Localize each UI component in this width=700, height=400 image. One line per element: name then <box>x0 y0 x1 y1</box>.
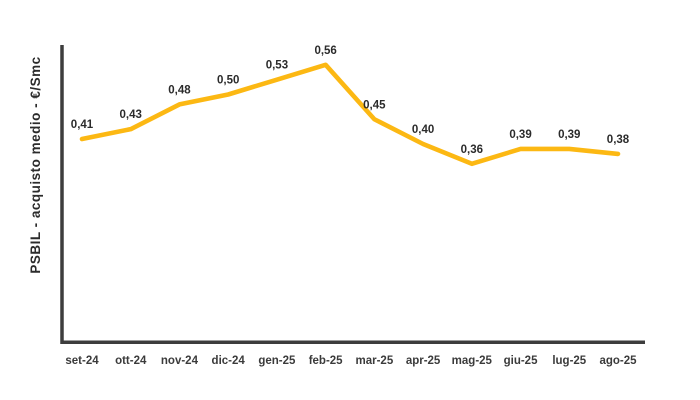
data-point-label: 0,50 <box>217 75 239 87</box>
x-axis-tick-label: feb-25 <box>309 355 343 367</box>
trend-line <box>79 62 621 167</box>
data-point-label: 0,40 <box>412 124 434 136</box>
x-axis-tick-label: gen-25 <box>258 355 296 367</box>
x-axis-tick-label: ago-25 <box>599 355 637 367</box>
data-point-label: 0,53 <box>266 60 288 72</box>
data-point-label: 0,41 <box>71 119 94 131</box>
data-point-label: 0,38 <box>607 134 630 146</box>
x-axis-tick-label: ott-24 <box>115 355 147 367</box>
x-axis-tick-label: giu-25 <box>504 355 538 367</box>
data-point-label: 0,45 <box>363 99 386 111</box>
data-point-label: 0,48 <box>168 84 191 96</box>
x-axis-ticks: set-24 ott-24 nov-24 dic-24 gen-25 feb-25 mar-… <box>65 355 637 367</box>
data-point-label: 0,56 <box>314 45 336 57</box>
data-point-label: 0,39 <box>509 129 531 141</box>
x-axis-tick-label: dic-24 <box>212 355 246 367</box>
x-axis-tick-label: lug-25 <box>552 355 586 367</box>
data-series: 0,41 0,43 0,48 0,50 0,53 0,56 0,45 0,40 0,36 0,39… <box>71 45 630 167</box>
x-axis-tick-label: mag-25 <box>452 355 493 367</box>
x-axis-tick-label: nov-24 <box>161 355 199 367</box>
x-axis-tick-label: apr-25 <box>406 355 441 367</box>
x-axis-tick-label: set-24 <box>65 355 99 367</box>
data-point-label: 0,39 <box>558 129 580 141</box>
data-point-label: 0,36 <box>461 144 483 156</box>
y-axis-title: PSBIL - acquisto medio - €/Smc <box>28 56 43 273</box>
data-point-label: 0,43 <box>120 109 142 121</box>
x-axis-tick-label: mar-25 <box>356 355 394 367</box>
